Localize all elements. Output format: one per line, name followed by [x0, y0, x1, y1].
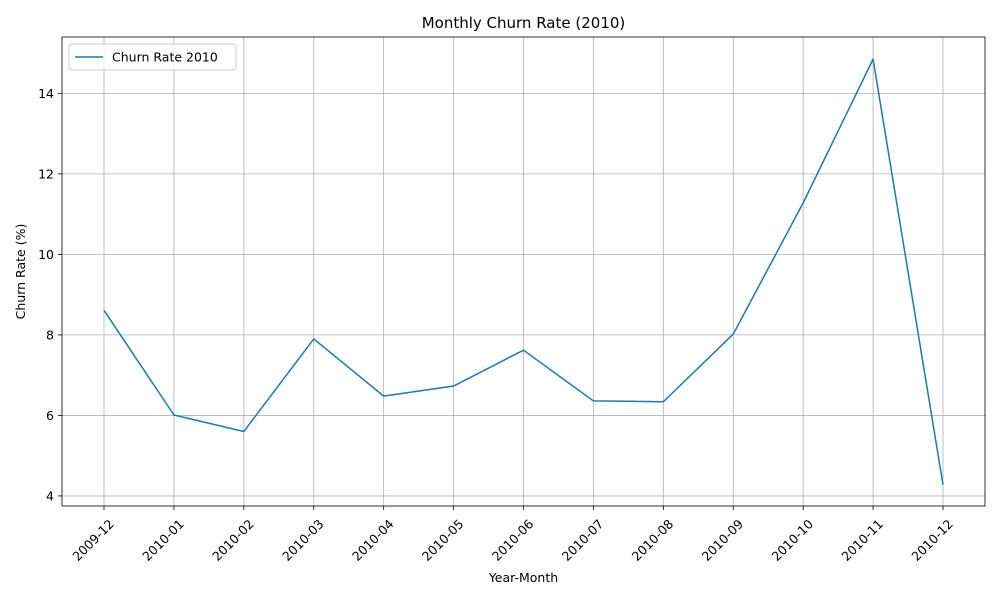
y-tick-label: 12	[38, 166, 54, 181]
y-axis-label: Churn Rate (%)	[13, 224, 28, 320]
series-layer	[103, 58, 944, 485]
y-tick-label: 6	[46, 408, 54, 423]
y-tick-label: 14	[38, 86, 54, 101]
x-axis-label: Year-Month	[488, 570, 558, 585]
legend-box	[68, 43, 237, 71]
y-tick-label: 4	[46, 488, 54, 503]
y-tick-label: 8	[46, 327, 54, 342]
grid-lines	[62, 37, 985, 506]
y-tick-label: 10	[38, 247, 54, 262]
y-axis-ticks: 4 6 8 10 12 14	[38, 86, 62, 503]
legend: Churn Rate 2010	[68, 43, 237, 71]
chart-title: Monthly Churn Rate (2010)	[422, 14, 626, 32]
legend-label: Churn Rate 2010	[112, 50, 218, 65]
